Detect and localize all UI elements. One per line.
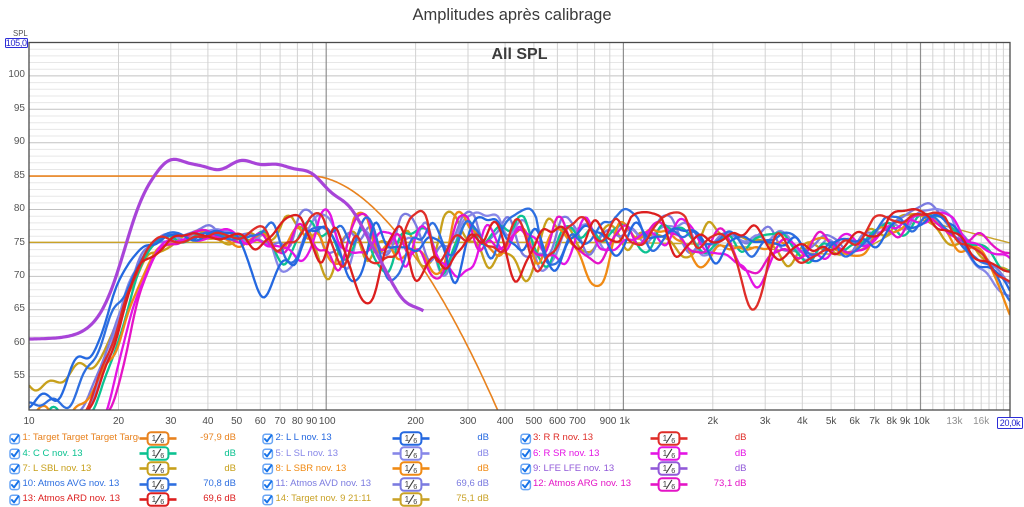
svg-text:6: 6 — [671, 482, 675, 491]
svg-text:1: 1 — [662, 479, 667, 488]
svg-text:6: 6 — [160, 467, 164, 476]
svg-text:6: 6 — [671, 452, 675, 461]
svg-text:1: 1 — [152, 479, 157, 488]
svg-text:1: 1 — [662, 449, 667, 458]
svg-text:6: 6 — [413, 467, 417, 476]
svg-text:6: 6 — [160, 482, 164, 491]
svg-text:6: 6 — [413, 497, 417, 506]
svg-text:1: 1 — [152, 434, 157, 443]
svg-text:1: 1 — [405, 479, 410, 488]
svg-text:6: 6 — [413, 452, 417, 461]
svg-text:6: 6 — [671, 467, 675, 476]
svg-text:1: 1 — [662, 464, 667, 473]
svg-text:6: 6 — [160, 436, 164, 445]
svg-text:1: 1 — [662, 434, 667, 443]
svg-text:1: 1 — [152, 464, 157, 473]
svg-text:6: 6 — [160, 452, 164, 461]
svg-text:1: 1 — [405, 494, 410, 503]
svg-text:1: 1 — [152, 449, 157, 458]
svg-text:6: 6 — [413, 436, 417, 445]
svg-text:1: 1 — [152, 494, 157, 503]
svg-text:6: 6 — [413, 482, 417, 491]
svg-text:6: 6 — [160, 497, 164, 506]
svg-text:1: 1 — [405, 434, 410, 443]
svg-text:6: 6 — [671, 436, 675, 445]
svg-text:1: 1 — [405, 449, 410, 458]
svg-text:1: 1 — [405, 464, 410, 473]
